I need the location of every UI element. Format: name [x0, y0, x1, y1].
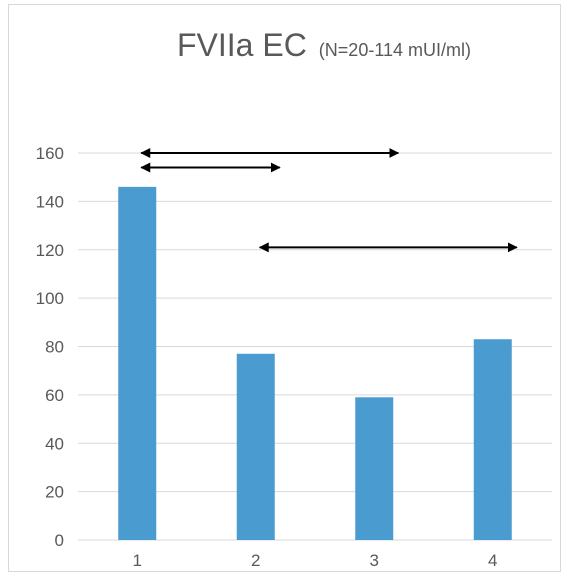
- y-tick-label: 160: [36, 144, 64, 163]
- chart-subtitle: (N=20-114 mUI/ml): [319, 40, 471, 60]
- comparison-arrows: [140, 148, 518, 253]
- y-tick-label: 40: [45, 434, 64, 453]
- x-tick-label: 1: [133, 551, 142, 570]
- chart-title-group: FVIIa EC (N=20-114 mUI/ml): [177, 27, 471, 63]
- y-tick-label: 80: [45, 338, 64, 357]
- chart-title: FVIIa EC: [177, 27, 307, 63]
- x-tick-label: 2: [251, 551, 260, 570]
- y-tick-label: 140: [36, 192, 64, 211]
- y-tick-label: 0: [55, 531, 64, 550]
- bars: [118, 186, 512, 541]
- bar-1: [118, 186, 157, 541]
- x-tick-label: 4: [488, 551, 497, 570]
- y-tick-label: 100: [36, 289, 64, 308]
- y-tick-label: 120: [36, 241, 64, 260]
- chart-frame: [8, 4, 561, 572]
- y-tick-label: 20: [45, 483, 64, 502]
- x-axis-ticks: 1 2 3 4: [133, 551, 498, 570]
- bar-4: [473, 339, 512, 540]
- bar-3: [355, 397, 394, 540]
- x-tick-label: 3: [370, 551, 379, 570]
- y-tick-label: 60: [45, 386, 64, 405]
- bar-2: [236, 353, 275, 540]
- y-axis-ticks: 0 20 40 60 80 100 120 140 160: [36, 144, 64, 550]
